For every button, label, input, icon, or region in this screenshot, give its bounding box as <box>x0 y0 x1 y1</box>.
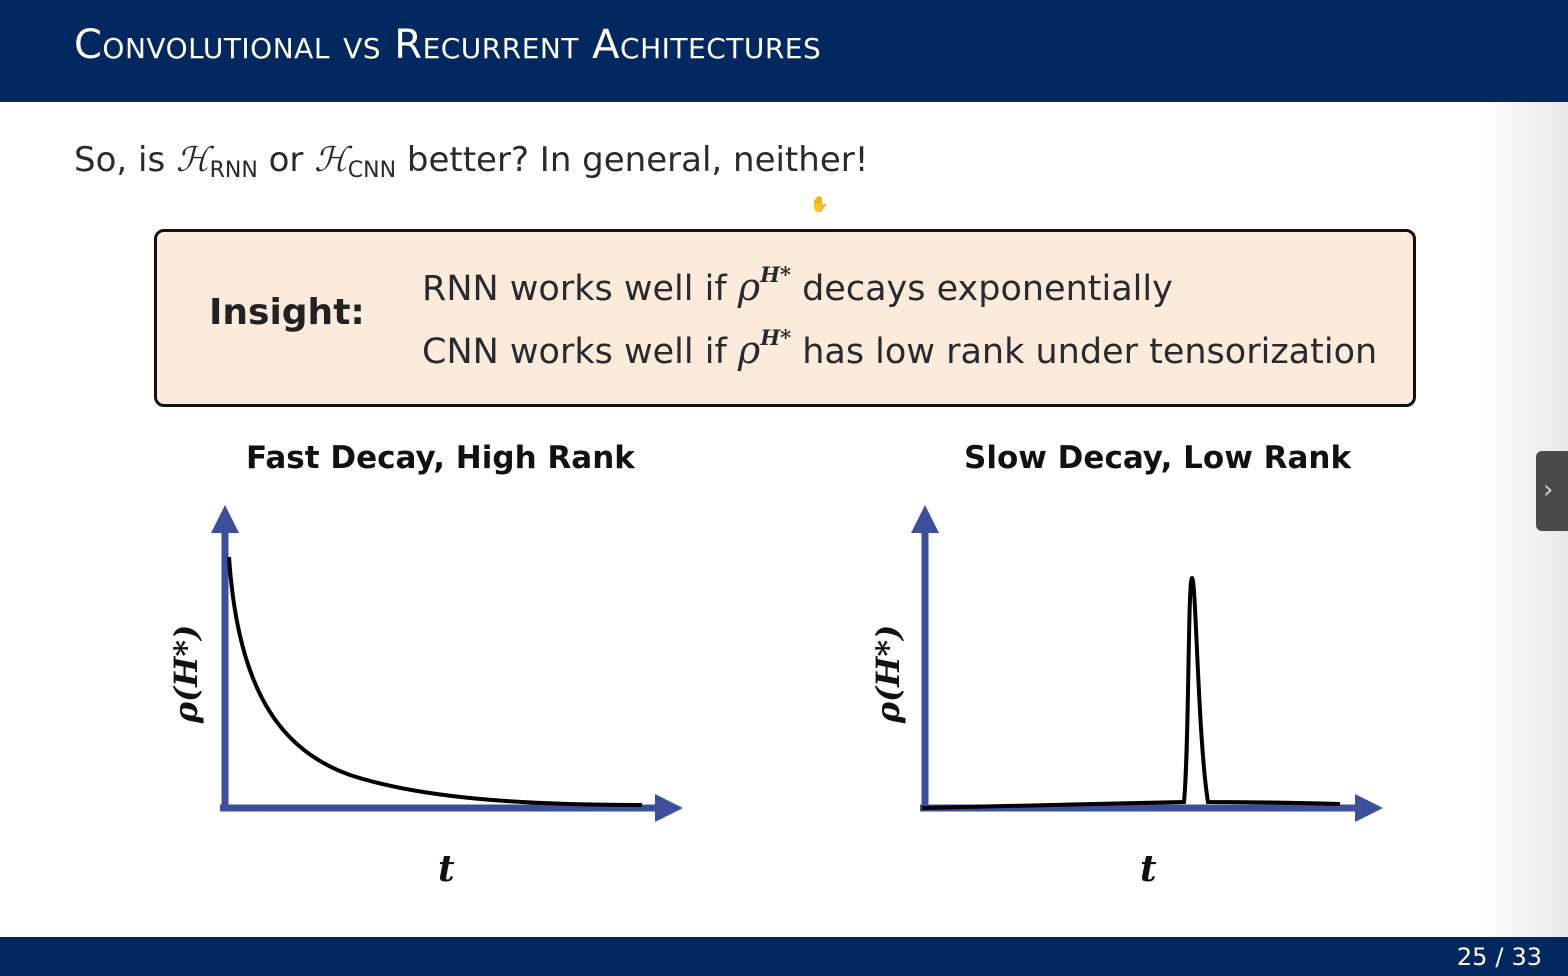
chevron-right-icon: › <box>1543 475 1554 505</box>
total-pages: 33 <box>1511 943 1542 971</box>
slide-title: Convolutional vs Recurrent Achitectures <box>74 22 822 68</box>
y-axis-arrow <box>911 505 939 533</box>
hypothesis-cnn-symbol: ℋ <box>314 140 348 180</box>
rho-letter: ρ <box>737 328 761 372</box>
hypothesis-rnn-symbol: ℋ <box>175 140 210 180</box>
decay-curve <box>227 556 643 807</box>
rho-letter: ρ <box>737 265 761 309</box>
rho-superscript: H* <box>760 325 792 350</box>
plot-title-slow-decay: Slow Decay, Low Rank <box>964 440 1352 476</box>
insight-line-cnn-after: has low rank under tensorization <box>791 332 1378 372</box>
hypothesis-rnn-subscript: RNN <box>209 158 258 183</box>
slide-footer: 25/33 <box>0 937 1568 976</box>
slide-header: Convolutional vs Recurrent Achitectures <box>0 0 1568 102</box>
insight-line-rnn-after: decays exponentially <box>790 269 1173 309</box>
insight-line-rnn: RNN works well if ρH* decays exponential… <box>422 262 1173 309</box>
question-suffix: better? In general, neither! <box>396 140 869 180</box>
page-separator: / <box>1495 943 1504 971</box>
insight-box: Insight: RNN works well if ρH* decays ex… <box>154 229 1416 407</box>
rho-symbol: ρH* <box>737 325 792 372</box>
y-axis-label: ρ(H*) <box>167 624 205 724</box>
x-axis-arrow <box>655 794 683 822</box>
hypothesis-cnn-subscript: CNN <box>347 158 397 183</box>
hand-cursor-icon: ✋ <box>810 195 829 213</box>
rho-superscript: H* <box>760 262 791 287</box>
next-slide-tab[interactable]: › <box>1536 451 1568 531</box>
x-axis-label: t <box>1140 848 1157 890</box>
rho-symbol: ρH* <box>737 262 791 309</box>
insight-line-cnn: CNN works well if ρH* has low rank under… <box>422 325 1377 372</box>
page-counter: 25/33 <box>1457 943 1542 971</box>
y-axis-label: ρ(H*) <box>869 624 907 724</box>
question-text: So, is ℋRNN or ℋCNN better? In general, … <box>74 140 868 183</box>
insight-line-rnn-before: RNN works well if <box>422 269 738 309</box>
spike-curve <box>921 575 1341 810</box>
current-page: 25 <box>1456 943 1488 971</box>
plot-title-fast-decay: Fast Decay, High Rank <box>246 440 635 476</box>
slow-decay-plot <box>911 505 1383 822</box>
insight-line-cnn-before: CNN works well if <box>422 332 738 372</box>
question-prefix: So, is <box>74 140 176 180</box>
x-axis-label: t <box>438 848 455 890</box>
fast-decay-plot <box>211 505 683 822</box>
question-mid: or <box>257 140 315 180</box>
insight-label: Insight: <box>209 292 365 333</box>
y-axis-arrow <box>211 505 239 533</box>
x-axis-arrow <box>1355 794 1383 822</box>
